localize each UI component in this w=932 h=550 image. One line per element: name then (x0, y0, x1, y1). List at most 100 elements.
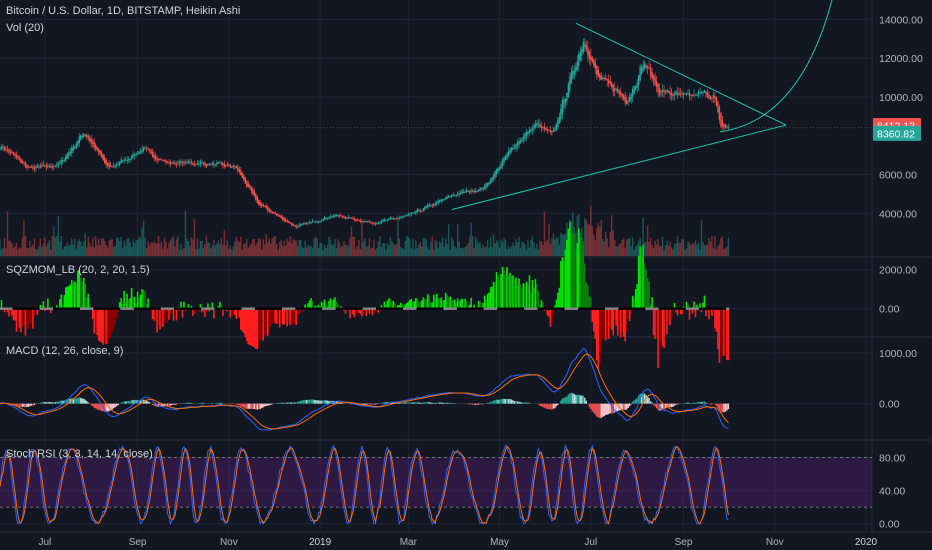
macd-histogram-bar (470, 403, 472, 405)
volume-bar (145, 248, 148, 256)
momentum-bar (581, 237, 583, 309)
momentum-bar (428, 295, 431, 309)
candle-body (214, 164, 217, 166)
sqzmom-pane[interactable] (0, 221, 730, 369)
momentum-bar (296, 308, 299, 316)
vol-legend[interactable]: Vol (20) (6, 22, 44, 34)
squeeze-dot (231, 307, 233, 310)
signal-line (0, 353, 729, 430)
volume-bar (377, 241, 380, 256)
volume-bar (358, 239, 360, 256)
volume-bar (500, 239, 502, 256)
macd-histogram-bar (542, 403, 544, 408)
volume-bar (172, 236, 175, 256)
volume-bar (551, 238, 553, 256)
candle-body (341, 215, 344, 218)
sqzmom-legend[interactable]: SQZMOM_LB (20, 2, 20, 1.5) (6, 264, 150, 276)
squeeze-dot (561, 307, 564, 310)
volume-bar (365, 246, 368, 256)
momentum-bar (12, 308, 15, 321)
candle-body (452, 194, 454, 197)
momentum-bar (557, 292, 559, 309)
squeeze-dot (518, 307, 520, 310)
volume-bar (148, 245, 151, 256)
candle-body (253, 191, 255, 196)
volume-bar (645, 242, 647, 256)
volume-bar (628, 237, 631, 256)
candle-body (174, 162, 176, 165)
candle-body (219, 162, 221, 164)
price-pane[interactable] (0, 0, 872, 256)
volume-bar (72, 244, 74, 256)
volume-bar (75, 248, 77, 256)
candle-body (450, 195, 453, 197)
candle-body (270, 209, 272, 213)
candle-body (483, 186, 486, 190)
macd-histogram-bar (374, 403, 377, 405)
volume-bar (684, 249, 686, 256)
macd-histogram-bar (504, 398, 507, 404)
volume-bar (95, 236, 97, 256)
squeeze-dot (607, 307, 610, 310)
volume-bar (440, 242, 442, 256)
volume-bar (720, 238, 722, 256)
momentum-bar (254, 308, 257, 349)
macd-pane[interactable] (0, 347, 730, 431)
squeeze-dot (253, 307, 256, 310)
volume-bar (397, 215, 399, 256)
volume-bar (593, 234, 595, 256)
macd-histogram-bar (307, 399, 309, 404)
stoch-rsi-legend[interactable]: Stoch RSI (3, 3, 14, 14, close) (6, 448, 153, 460)
volume-bar (255, 245, 257, 256)
volume-bar (259, 238, 261, 256)
squeeze-dot (604, 307, 607, 310)
volume-bar (651, 245, 653, 256)
macd-histogram-bar (250, 403, 252, 410)
candle-body (518, 141, 520, 145)
volume-bar (494, 243, 496, 256)
candle-body (636, 82, 638, 88)
squeeze-dot (566, 307, 568, 310)
volume-bar (99, 245, 101, 256)
candle-body (639, 66, 641, 81)
momentum-bar (251, 308, 254, 347)
squeeze-dot (601, 307, 604, 310)
candle-body (157, 159, 160, 161)
y-tick-label: 2000.00 (879, 265, 917, 277)
momentum-bar (438, 298, 441, 309)
candle-body (486, 183, 489, 186)
momentum-bar (355, 308, 357, 315)
macd-histogram-bar (578, 394, 580, 404)
macd-histogram-bar (545, 403, 547, 409)
momentum-bar (126, 293, 128, 309)
candle-body (159, 159, 161, 161)
volume-bar (71, 238, 73, 256)
candle-body (600, 75, 602, 80)
volume-bar (92, 238, 94, 256)
squeeze-dot (192, 307, 194, 310)
macd-legend[interactable]: MACD (12, 26, close, 9) (6, 345, 124, 357)
macd-histogram-bar (696, 402, 698, 404)
candle-body (234, 165, 236, 167)
macd-histogram-bar (20, 403, 22, 408)
volume-bar (667, 245, 670, 256)
momentum-bar (222, 308, 224, 317)
volume-bar (361, 221, 363, 256)
stoch-rsi-pane[interactable] (0, 443, 872, 526)
momentum-bar (530, 293, 532, 309)
macd-histogram-bar (631, 401, 634, 404)
squeeze-dot (409, 307, 411, 310)
candle-body (421, 210, 423, 212)
macd-histogram-bar (298, 401, 300, 404)
momentum-bar (726, 308, 728, 360)
chart-title[interactable]: Bitcoin / U.S. Dollar, 1D, BITSTAMP, Hei… (6, 5, 241, 17)
squeeze-dot (726, 307, 728, 310)
candle-body (86, 134, 88, 137)
momentum-bar (465, 300, 468, 309)
squeeze-dot (564, 307, 567, 310)
candle-body (130, 155, 133, 160)
macd-histogram-bar (546, 403, 549, 409)
squeeze-dot (721, 307, 724, 310)
macd-histogram-bar (159, 403, 161, 407)
